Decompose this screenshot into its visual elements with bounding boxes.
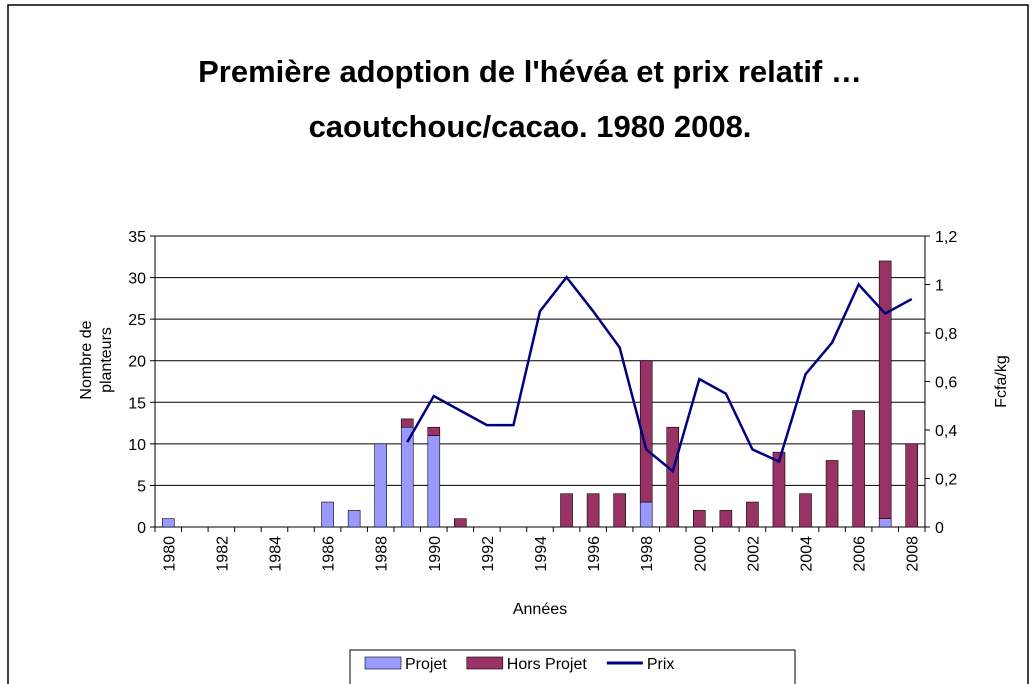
y2-axis-label: Fcfa/kg bbox=[993, 355, 1010, 407]
legend: Projet Hors Projet Prix bbox=[349, 649, 796, 684]
x-tick-label: 1986 bbox=[321, 536, 338, 572]
x-tick-label: 1982 bbox=[214, 536, 231, 572]
bar bbox=[347, 510, 361, 528]
x-tick-label: 1994 bbox=[533, 536, 550, 572]
y-tick-label: 30 bbox=[128, 271, 146, 288]
legend-label: Prix bbox=[647, 656, 675, 673]
chart-title: Première adoption de l'hévéa et prix rel… bbox=[198, 54, 862, 144]
x-tick-label: 1988 bbox=[374, 536, 391, 572]
bar bbox=[719, 510, 733, 528]
line bbox=[406, 275, 913, 474]
legend-label: Projet bbox=[405, 656, 447, 673]
bar bbox=[374, 443, 387, 528]
y-tick-label: 5 bbox=[137, 478, 146, 495]
legend-swatch bbox=[466, 656, 504, 670]
y-tick-label: 25 bbox=[128, 312, 146, 329]
x-tick-label: 1998 bbox=[639, 536, 656, 572]
bar bbox=[639, 360, 653, 503]
y-tick-label: 15 bbox=[128, 395, 146, 412]
y-tick-label: 20 bbox=[128, 354, 146, 371]
bar bbox=[321, 501, 334, 528]
bar bbox=[666, 426, 680, 528]
y2-tick-label: 0,4 bbox=[935, 423, 957, 440]
legend-box bbox=[349, 649, 796, 684]
y2-tick-label: 0 bbox=[935, 520, 944, 537]
bar bbox=[852, 410, 865, 528]
y-tick-label: 10 bbox=[128, 437, 146, 454]
x-tick-label: 1984 bbox=[267, 536, 284, 572]
bar bbox=[639, 501, 653, 528]
x-tick-label: 2006 bbox=[852, 536, 869, 572]
bar bbox=[905, 443, 919, 528]
bar bbox=[772, 451, 786, 528]
y-tick-label: 0 bbox=[137, 520, 146, 537]
bar bbox=[799, 493, 812, 528]
bar bbox=[560, 493, 573, 528]
bar bbox=[693, 510, 706, 528]
y2-tick-label: 1,2 bbox=[935, 229, 957, 246]
y-axis-label: Nombre de planteurs bbox=[78, 320, 115, 400]
y-tick-label: 35 bbox=[128, 229, 146, 246]
chart-frame bbox=[7, 4, 1029, 684]
bar bbox=[400, 426, 414, 528]
bar bbox=[613, 493, 626, 528]
x-tick-label: 1992 bbox=[480, 536, 497, 572]
x-axis-label: Années bbox=[513, 601, 567, 618]
bar bbox=[400, 418, 414, 428]
x-tick-label: 1980 bbox=[161, 536, 178, 572]
x-tick-label: 2000 bbox=[692, 536, 709, 572]
bar bbox=[878, 518, 892, 528]
bar bbox=[454, 518, 467, 528]
x-tick-label: 1990 bbox=[427, 536, 444, 572]
bar bbox=[878, 260, 892, 519]
bar bbox=[427, 435, 441, 528]
y2-tick-label: 1 bbox=[935, 278, 944, 295]
y2-tick-label: 0,2 bbox=[935, 472, 957, 489]
bar bbox=[825, 460, 839, 528]
x-tick-label: 2002 bbox=[745, 536, 762, 572]
bar bbox=[746, 501, 759, 528]
x-tick-label: 2004 bbox=[799, 536, 816, 572]
legend-swatch bbox=[364, 656, 402, 670]
bar bbox=[427, 426, 441, 436]
y2-tick-label: 0,8 bbox=[935, 326, 957, 343]
x-tick-label: 2008 bbox=[905, 536, 922, 572]
bar bbox=[161, 518, 175, 528]
legend-label: Hors Projet bbox=[507, 656, 588, 673]
bar bbox=[586, 493, 600, 528]
x-tick-label: 1996 bbox=[586, 536, 603, 572]
y2-tick-label: 0,6 bbox=[935, 375, 957, 392]
